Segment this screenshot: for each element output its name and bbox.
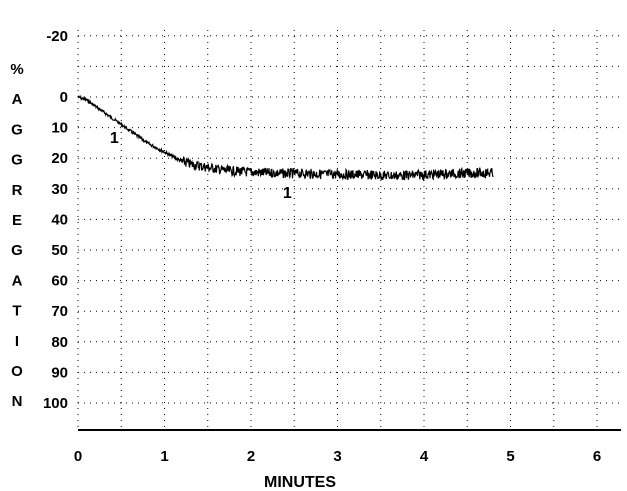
y-axis-label-char: N	[12, 393, 23, 410]
y-tick-label: 0	[60, 89, 68, 106]
y-axis-label-char: G	[11, 152, 23, 169]
x-tick-label: 5	[506, 448, 514, 465]
x-tick-labels: 0 1 2 3 4 5 6	[74, 448, 601, 465]
y-axis-label-char: G	[11, 121, 23, 138]
x-tick-label: 3	[333, 448, 341, 465]
y-tick-label: 20	[51, 150, 68, 167]
x-tick-label: 1	[160, 448, 168, 465]
y-tick-label: 10	[51, 120, 68, 137]
x-tick-label: 0	[74, 448, 82, 465]
x-tick-label: 4	[420, 448, 429, 465]
y-tick-labels: -20 0 10 20 30 40 50 60 70 80 90 100	[43, 28, 68, 412]
y-tick-label: 30	[51, 181, 68, 198]
y-axis-label-char: A	[12, 91, 23, 108]
annotation-label: 1	[283, 185, 292, 202]
y-tick-label: 80	[51, 334, 68, 351]
y-tick-label: 60	[51, 273, 68, 290]
y-tick-label: 40	[51, 211, 68, 228]
x-tick-label: 6	[593, 448, 601, 465]
y-tick-label: 50	[51, 242, 68, 259]
y-axis-label-char: I	[15, 333, 19, 350]
y-tick-label: 70	[51, 303, 68, 320]
series-group	[77, 94, 494, 182]
y-axis-label-char: %	[10, 61, 23, 78]
annotations: 11	[110, 130, 292, 202]
x-axis-label: MINUTES	[264, 474, 336, 491]
y-axis-label-char: O	[11, 363, 23, 380]
y-axis-label-char: E	[12, 212, 22, 229]
y-axis-label-char: T	[12, 303, 21, 320]
x-tick-label: 2	[247, 448, 255, 465]
y-tick-label: 90	[51, 364, 68, 381]
series-line	[77, 94, 494, 182]
annotation-label: 1	[110, 130, 119, 147]
y-tick-label: -20	[46, 28, 68, 45]
y-axis-label-char: A	[12, 272, 23, 289]
y-axis-label-char: G	[11, 242, 23, 259]
y-axis-label-char: R	[12, 182, 23, 199]
grid	[77, 30, 621, 430]
y-tick-label: 100	[43, 395, 68, 412]
